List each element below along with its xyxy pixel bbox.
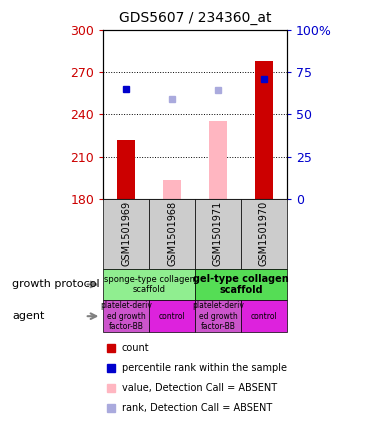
Text: GSM1501970: GSM1501970 — [259, 201, 269, 266]
Text: gel-type collagen
scaffold: gel-type collagen scaffold — [193, 274, 289, 295]
Text: value, Detection Call = ABSENT: value, Detection Call = ABSENT — [122, 383, 277, 393]
Bar — [209, 121, 227, 199]
Bar — [241, 300, 287, 332]
Text: platelet-deriv
ed growth
factor-BB: platelet-deriv ed growth factor-BB — [192, 301, 244, 331]
Text: GSM1501971: GSM1501971 — [213, 201, 223, 266]
Text: percentile rank within the sample: percentile rank within the sample — [122, 363, 287, 374]
Text: rank, Detection Call = ABSENT: rank, Detection Call = ABSENT — [122, 404, 272, 413]
Bar — [117, 140, 135, 199]
Text: GSM1501969: GSM1501969 — [121, 201, 131, 266]
Text: control: control — [159, 312, 186, 321]
Text: growth protocol: growth protocol — [12, 280, 100, 289]
Text: platelet-deriv
ed growth
factor-BB: platelet-deriv ed growth factor-BB — [100, 301, 152, 331]
Text: agent: agent — [12, 311, 45, 321]
Bar — [149, 199, 195, 269]
Bar — [241, 199, 287, 269]
Text: GDS5607 / 234360_at: GDS5607 / 234360_at — [119, 11, 271, 25]
Text: count: count — [122, 343, 149, 354]
Bar — [103, 300, 149, 332]
Bar — [163, 181, 181, 199]
Text: GSM1501968: GSM1501968 — [167, 201, 177, 266]
Bar — [195, 300, 241, 332]
Bar — [195, 199, 241, 269]
Bar — [195, 269, 287, 300]
Bar — [149, 300, 195, 332]
Bar — [103, 199, 149, 269]
Text: sponge-type collagen
scaffold: sponge-type collagen scaffold — [104, 275, 195, 294]
Bar — [103, 269, 195, 300]
Text: control: control — [250, 312, 277, 321]
Bar — [255, 60, 273, 199]
